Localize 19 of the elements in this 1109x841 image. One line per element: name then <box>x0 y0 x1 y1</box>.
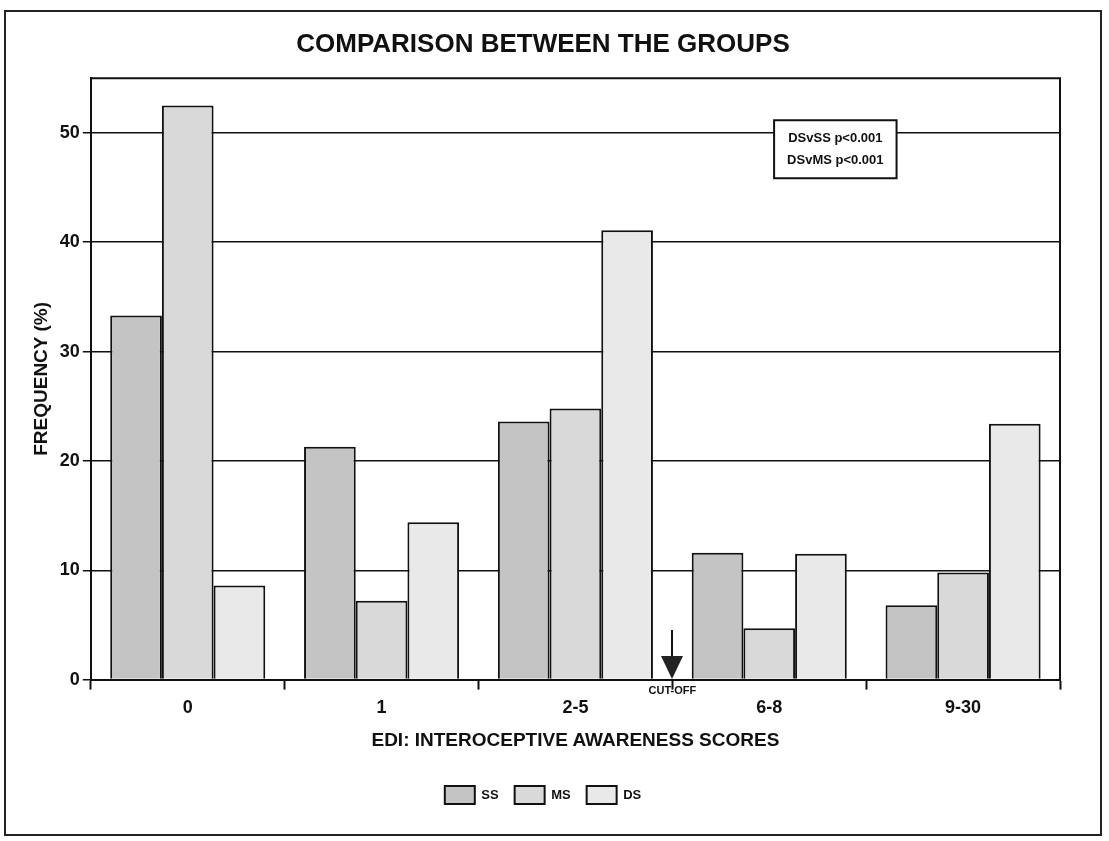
x-tick-label: 1 <box>376 697 387 718</box>
x-tick-label: 6-8 <box>756 697 783 718</box>
y-tick-label: 20 <box>59 449 80 470</box>
x-tick-label: 9-30 <box>945 697 982 718</box>
annotation: DSvSS p<0.001 DSvMS p<0.001 <box>787 129 884 167</box>
y-tick-label: 50 <box>59 121 80 142</box>
x-axis-title: EDI: INTEROCEPTIVE AWARENESS SCORES <box>371 728 780 750</box>
legend-label: DS <box>623 786 642 802</box>
text: CUT-OFF <box>648 684 697 697</box>
chart-title: COMPARISON BETWEEN THE GROUPS <box>296 27 790 58</box>
x-tick-label: 2-5 <box>562 697 589 718</box>
y-tick-label: 10 <box>59 559 80 580</box>
y-axis-title: FREQUENCY (%) <box>29 302 51 456</box>
legend-label: SS <box>481 786 499 802</box>
legend-label: MS <box>551 786 571 802</box>
y-tick-label: 0 <box>69 668 80 689</box>
y-tick-label: 40 <box>59 231 80 252</box>
y-tick-label: 30 <box>59 340 80 361</box>
x-tick-label: 0 <box>182 697 193 718</box>
